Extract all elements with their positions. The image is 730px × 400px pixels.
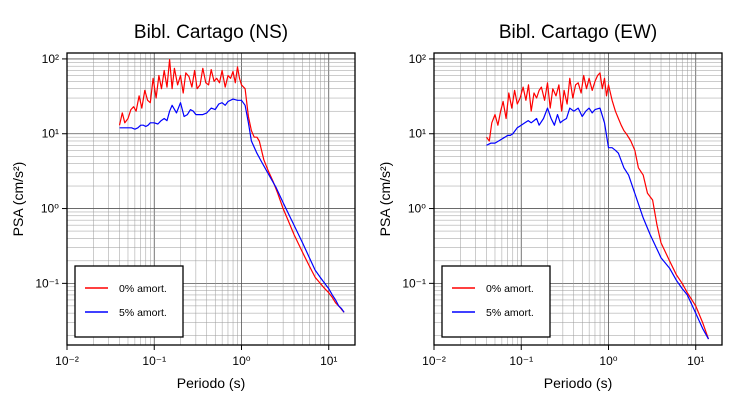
x-tick-label: 10⁰ xyxy=(599,354,617,368)
series-line-blue xyxy=(119,98,345,313)
y-tick-label: 10¹ xyxy=(409,127,426,141)
x-tick-label: 10⁻¹ xyxy=(509,354,533,368)
legend-label: 5% amort. xyxy=(119,307,167,319)
y-tick-label: 10² xyxy=(409,52,426,66)
y-axis-label: PSA (cm/s²) xyxy=(377,162,393,237)
legend: 0% amort. 5% amort. xyxy=(74,265,184,338)
series-line-red xyxy=(118,58,345,313)
legend-box xyxy=(74,265,184,338)
x-tick-label: 10⁻² xyxy=(422,354,446,368)
plot-frame xyxy=(66,52,356,346)
legend-label: 0% amort. xyxy=(119,283,167,295)
legend-label: 0% amort. xyxy=(486,283,534,295)
grid xyxy=(433,53,723,345)
y-tick-label: 10⁰ xyxy=(41,202,59,216)
y-axis-label: PSA (cm/s²) xyxy=(10,162,26,237)
y-tick-label: 10¹ xyxy=(42,127,59,141)
x-tick-label: 10¹ xyxy=(687,354,704,368)
x-axis-label: Periodo (s) xyxy=(544,375,612,391)
series-line-red xyxy=(486,72,710,340)
y-tick-label: 10⁻¹ xyxy=(35,276,59,290)
chart-panel-2: 10⁻² 10⁻¹ 10⁰ 10¹ 10⁻¹ 10⁰ 10¹ 10² Bibl. Cartago… xyxy=(377,22,723,391)
y-tick-label: 10⁰ xyxy=(408,202,426,216)
chart-panel-1: 10⁻² 10⁻¹ 10⁰ 10¹ 10⁻¹ 10⁰ 10¹ 10² Bibl. Cartago… xyxy=(10,22,356,391)
x-tick-label: 10⁻² xyxy=(55,354,79,368)
y-tick-label: 10⁻¹ xyxy=(402,276,426,290)
series-line-blue xyxy=(486,107,710,340)
chart-title: Bibl. Cartago (NS) xyxy=(134,22,288,43)
x-axis-label: Periodo (s) xyxy=(177,375,245,391)
legend-label: 5% amort. xyxy=(486,307,534,319)
plot-frame xyxy=(433,52,723,346)
chart-title: Bibl. Cartago (EW) xyxy=(499,22,657,43)
x-tick-label: 10¹ xyxy=(320,354,337,368)
legend-box xyxy=(441,265,551,338)
y-tick-label: 10² xyxy=(42,52,59,66)
x-tick-label: 10⁻¹ xyxy=(142,354,166,368)
legend: 0% amort. 5% amort. xyxy=(441,265,551,338)
x-tick-label: 10⁰ xyxy=(232,354,250,368)
